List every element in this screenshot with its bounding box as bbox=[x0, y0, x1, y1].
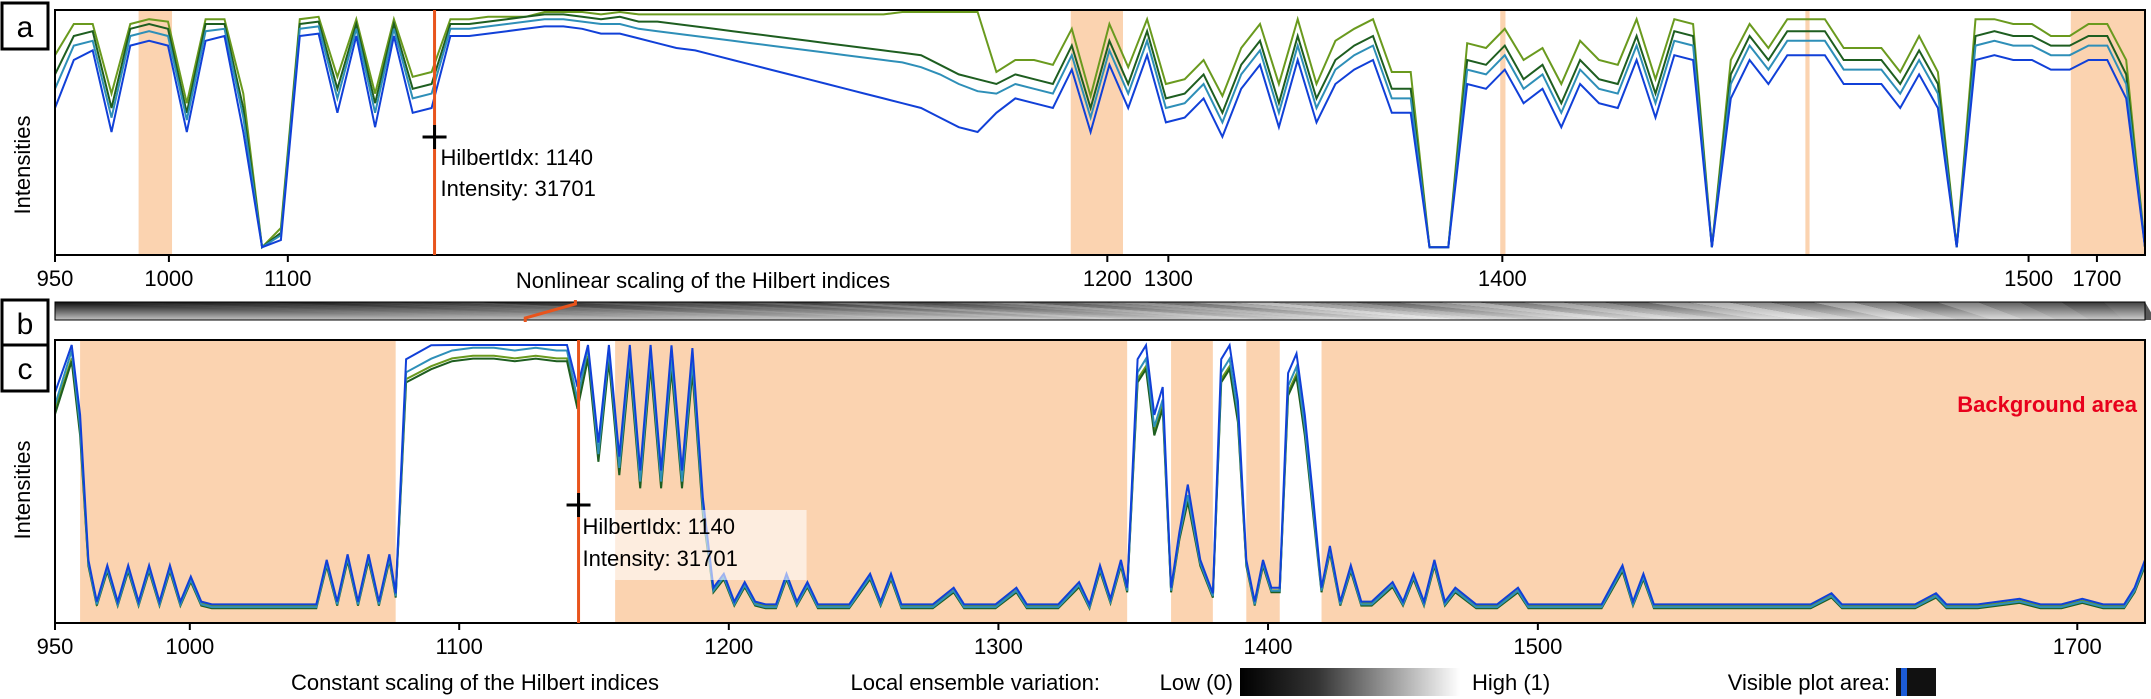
panel-c-xtick-label: 1200 bbox=[704, 634, 753, 659]
panel-c-background-span bbox=[1321, 340, 2145, 623]
panel-c-xtick-label: 1000 bbox=[165, 634, 214, 659]
variation-high-label: High (1) bbox=[1472, 670, 1550, 695]
panel-a-tooltip-intensity: Intensity: 31701 bbox=[441, 176, 596, 201]
panel-a-series-line bbox=[54, 13, 2146, 250]
panel-a-xtick-label: 950 bbox=[37, 266, 74, 291]
panel-c-background-span bbox=[1246, 340, 1280, 623]
panel-c: c Intensities Background area HilbertIdx… bbox=[0, 339, 2146, 659]
panel-c-series-line bbox=[54, 342, 2146, 608]
panel-b-label: b bbox=[17, 308, 34, 341]
panel-a-background-span bbox=[1805, 10, 1810, 255]
panel-b-label-box bbox=[0, 298, 50, 348]
panel-b-strip-fade bbox=[55, 302, 2145, 320]
panel-c-tooltip-index: HilbertIdx: 1140 bbox=[583, 514, 735, 539]
panel-a-series-line bbox=[54, 25, 2146, 249]
panel-a-background-span bbox=[1070, 10, 1123, 255]
panel-a-xtick-label: 1400 bbox=[1478, 266, 1527, 291]
panel-a-x-ticks: 950 1000 1100 1200 1300 1400 1500 1700 bbox=[37, 255, 2121, 291]
panel-a-xtick-label: 1500 bbox=[2004, 266, 2053, 291]
panel-b-strip-frame bbox=[54, 301, 2146, 321]
panel-c-label: c bbox=[18, 353, 33, 386]
panel-a-series bbox=[54, 10, 2146, 250]
panel-b-variation-strip bbox=[54, 301, 2151, 321]
background-area-annotation: Background area bbox=[1957, 392, 2137, 417]
panel-a-xlabel: Nonlinear scaling of the Hilbert indices bbox=[516, 268, 890, 293]
panel-c-background-areas bbox=[80, 340, 2145, 623]
panel-c-background-span bbox=[80, 340, 396, 623]
panel-c-tooltip-intensity: Intensity: 31701 bbox=[583, 546, 738, 571]
panel-c-xtick-label: 1400 bbox=[1244, 634, 1293, 659]
visible-area-label: Visible plot area: bbox=[1728, 670, 1890, 695]
panel-c-frame bbox=[54, 339, 2146, 624]
panel-c-ylabel: Intensities bbox=[10, 440, 35, 539]
panel-a-background-span bbox=[138, 10, 173, 255]
panel-b: b bbox=[0, 298, 2151, 348]
panel-c-crosshair bbox=[566, 493, 591, 517]
panel-a-tooltip-index: HilbertIdx: 1140 bbox=[441, 145, 593, 170]
panel-a-series-line bbox=[54, 18, 2146, 249]
variation-gradient-bar bbox=[1240, 668, 1460, 696]
panel-c-xtick-label: 950 bbox=[37, 634, 74, 659]
variation-legend-label: Local ensemble variation: bbox=[851, 670, 1100, 695]
panel-a-label: a bbox=[17, 11, 34, 44]
panel-c-label-box bbox=[0, 343, 50, 393]
panel-c-x-ticks: 950 1000 1100 1200 1300 1400 1500 1700 bbox=[37, 623, 2102, 659]
variation-low-label: Low (0) bbox=[1160, 670, 1233, 695]
panel-c-tooltip-background bbox=[580, 510, 807, 580]
panel-a-frame bbox=[54, 9, 2146, 256]
panel-a-xtick-label: 1300 bbox=[1144, 266, 1193, 291]
panel-c-xtick-label: 1500 bbox=[1513, 634, 1562, 659]
panel-c-series bbox=[54, 342, 2146, 611]
panel-a-xtick-label: 1700 bbox=[2072, 266, 2121, 291]
legend: Constant scaling of the Hilbert indices … bbox=[291, 668, 1936, 696]
panel-a-xtick-label: 1000 bbox=[144, 266, 193, 291]
panel-a-xtick-label: 1200 bbox=[1083, 266, 1132, 291]
panel-c-xtick-label: 1700 bbox=[2053, 634, 2102, 659]
panel-c-xlabel: Constant scaling of the Hilbert indices bbox=[291, 670, 659, 695]
panel-a-background-span bbox=[1500, 10, 1506, 255]
panel-a-tooltip: HilbertIdx: 1140 Intensity: 31701 bbox=[441, 145, 596, 201]
panel-a-label-box bbox=[0, 1, 50, 51]
panel-c-xtick-label: 1300 bbox=[974, 634, 1023, 659]
visible-area-indicator bbox=[1901, 668, 1907, 696]
panel-a-ylabel: Intensities bbox=[10, 115, 35, 214]
panel-a-series-line bbox=[54, 10, 2146, 250]
panel-a: a Intensities HilbertIdx: 1140 Intensity… bbox=[0, 1, 2146, 293]
panel-c-xtick-label: 1100 bbox=[436, 634, 483, 659]
panel-b-index-mapping-marker bbox=[523, 300, 577, 322]
panel-a-crosshair bbox=[422, 125, 447, 149]
panel-c-tooltip: HilbertIdx: 1140 Intensity: 31701 bbox=[580, 510, 807, 580]
panel-a-xtick-label: 1100 bbox=[264, 266, 311, 291]
